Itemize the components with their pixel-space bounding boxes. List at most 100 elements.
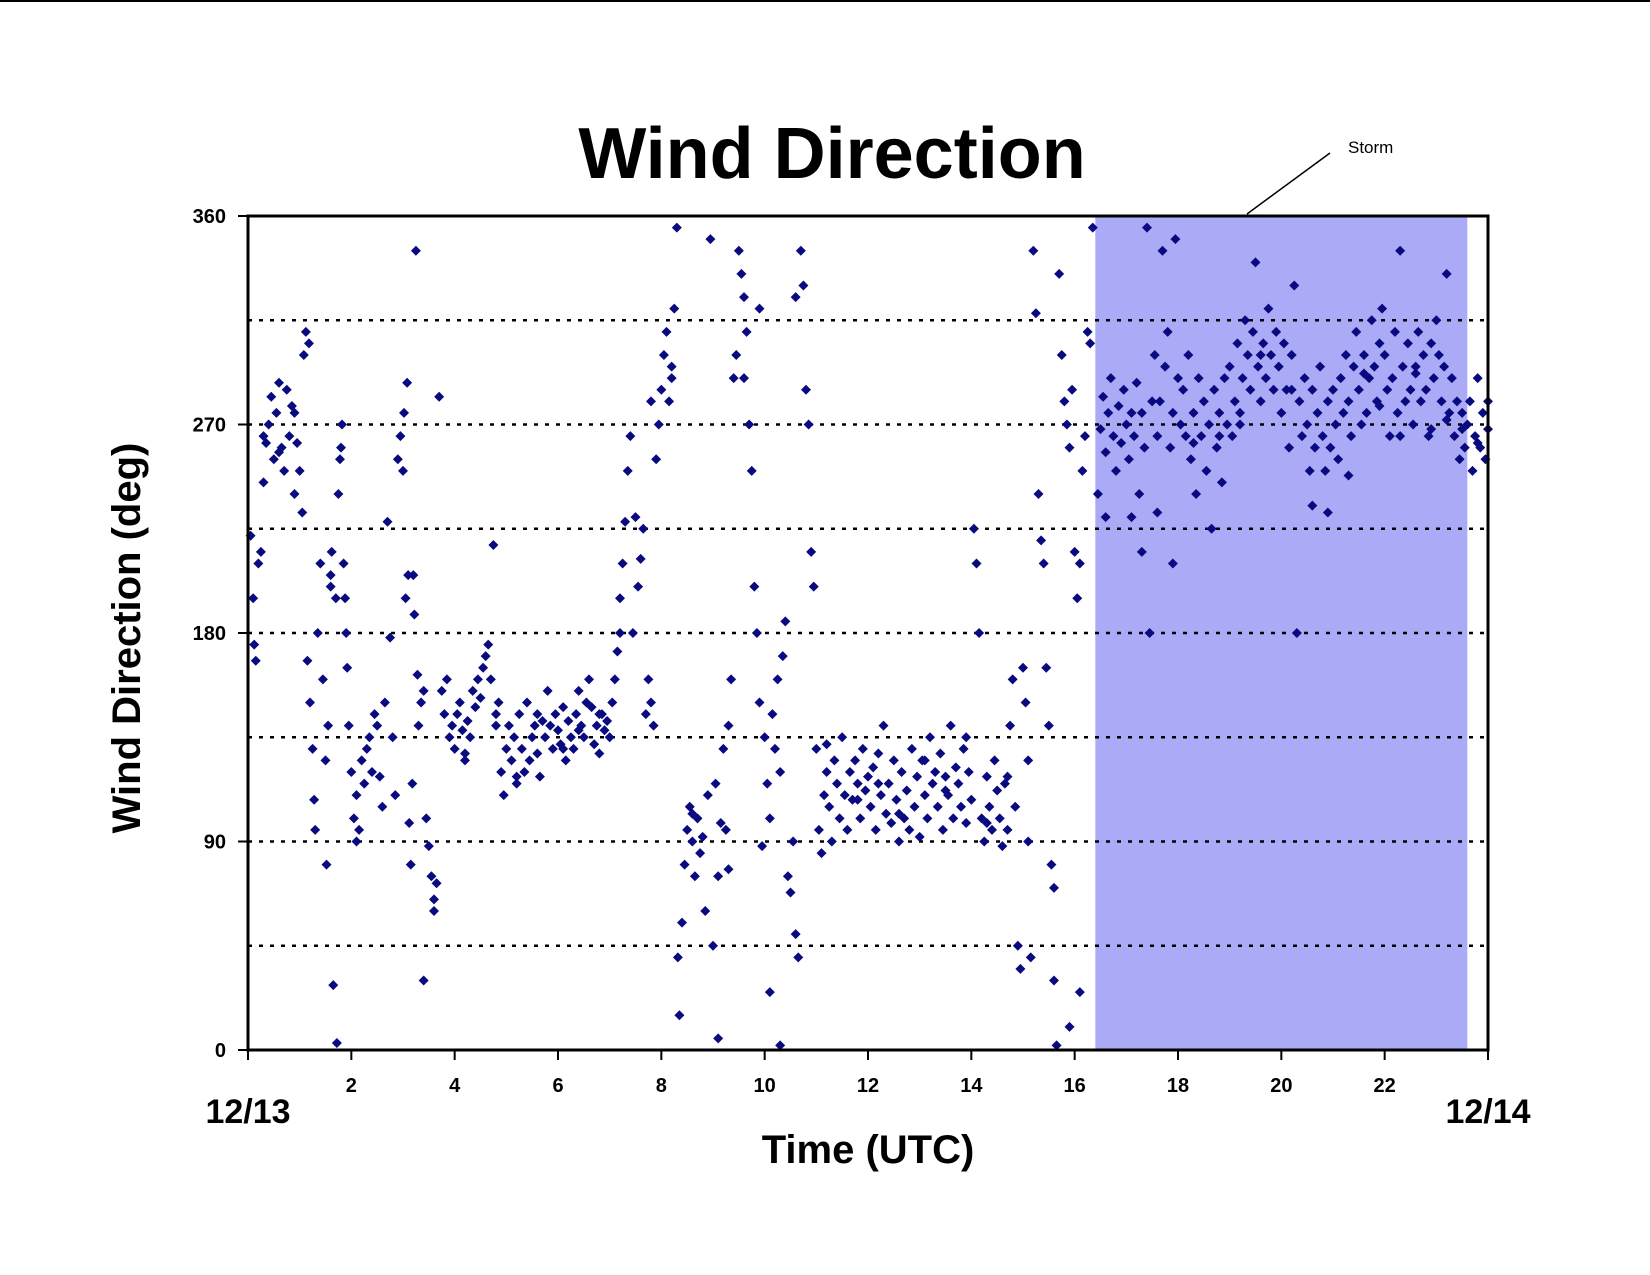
data-point [532,709,543,720]
data-point [728,373,739,384]
data-point [1136,546,1147,557]
data-point [1472,373,1483,384]
data-point [325,570,336,581]
data-point [547,743,558,754]
data-point [754,697,765,708]
data-point [1421,384,1431,395]
data-point [1343,396,1354,407]
data-point [434,391,445,402]
data-point [1129,431,1140,442]
data-point [1426,424,1437,435]
data-point [1307,384,1318,395]
data-point [1374,400,1385,411]
data-point [1454,454,1465,465]
data-point [731,350,742,360]
data-point [303,338,314,349]
data-point [1266,350,1276,360]
data-point [431,878,442,889]
data-point [612,646,623,657]
data-point [334,454,345,465]
data-point [542,685,553,696]
data-point [1160,361,1171,372]
data-point [449,743,460,754]
data-point [904,824,915,835]
data-point [806,546,817,557]
x-tick-label: 2 [346,1075,357,1097]
data-point [279,465,290,476]
data-point [1069,546,1080,557]
data-point [896,767,907,777]
data-point [762,778,773,789]
data-point [992,785,1003,796]
data-point [1315,361,1326,372]
data-point [377,801,388,812]
data-point [1299,373,1310,384]
data-point [429,906,439,916]
data-point [1242,350,1253,360]
x-tick-label: 12 [857,1075,879,1097]
data-point [439,709,450,720]
data-point [460,755,470,766]
data-point [671,222,682,233]
data-point [1188,407,1199,418]
data-point [1441,414,1452,425]
data-point [638,523,649,534]
data-point [404,817,415,828]
data-point [1356,419,1367,430]
data-point [589,739,600,750]
data-point [405,859,416,870]
data-point [416,697,427,708]
data-point [1359,368,1369,379]
data-point [1431,315,1442,326]
y-tick-label: 0 [215,1040,226,1062]
data-point [793,952,804,963]
data-point [1142,222,1152,233]
data-point [1015,963,1026,974]
data-point [1072,593,1083,604]
data-point [578,732,589,743]
data-point [850,755,861,766]
data-point [839,790,850,801]
data-point [1018,662,1028,673]
data-point [1098,391,1109,402]
data-point [1260,373,1271,384]
data-point [1082,326,1093,337]
data-point [925,732,935,743]
data-point [961,732,972,743]
data-point [1149,350,1160,360]
data-point [475,692,486,703]
data-point [361,743,372,754]
data-point [330,593,341,604]
data-point [1113,400,1124,411]
data-point [1235,419,1245,430]
data-point [829,755,840,766]
data-point [868,762,879,773]
data-point [950,762,961,773]
data-point [1330,419,1341,430]
data-point [460,748,470,759]
data-point [754,303,765,314]
data-point [777,651,788,662]
y-axis-title: Wind Direction (deg) [105,443,149,834]
data-point [919,790,930,801]
data-point [514,709,525,720]
data-point [1340,350,1351,360]
data-point [1214,407,1225,418]
data-point [248,593,259,604]
data-point [1209,384,1220,395]
data-point [855,813,866,824]
data-point [1464,396,1475,407]
data-point [1400,396,1411,407]
data-point [1028,245,1039,256]
data-point [886,817,897,828]
data-point [1333,454,1344,465]
data-point [281,384,292,395]
data-point [788,836,799,847]
storm-annotation-label: Storm [1348,138,1393,157]
data-point [744,419,755,430]
data-point [1281,384,1292,395]
data-point [801,384,811,395]
data-point [491,709,501,720]
data-point [1459,442,1470,453]
data-point [1139,442,1150,453]
